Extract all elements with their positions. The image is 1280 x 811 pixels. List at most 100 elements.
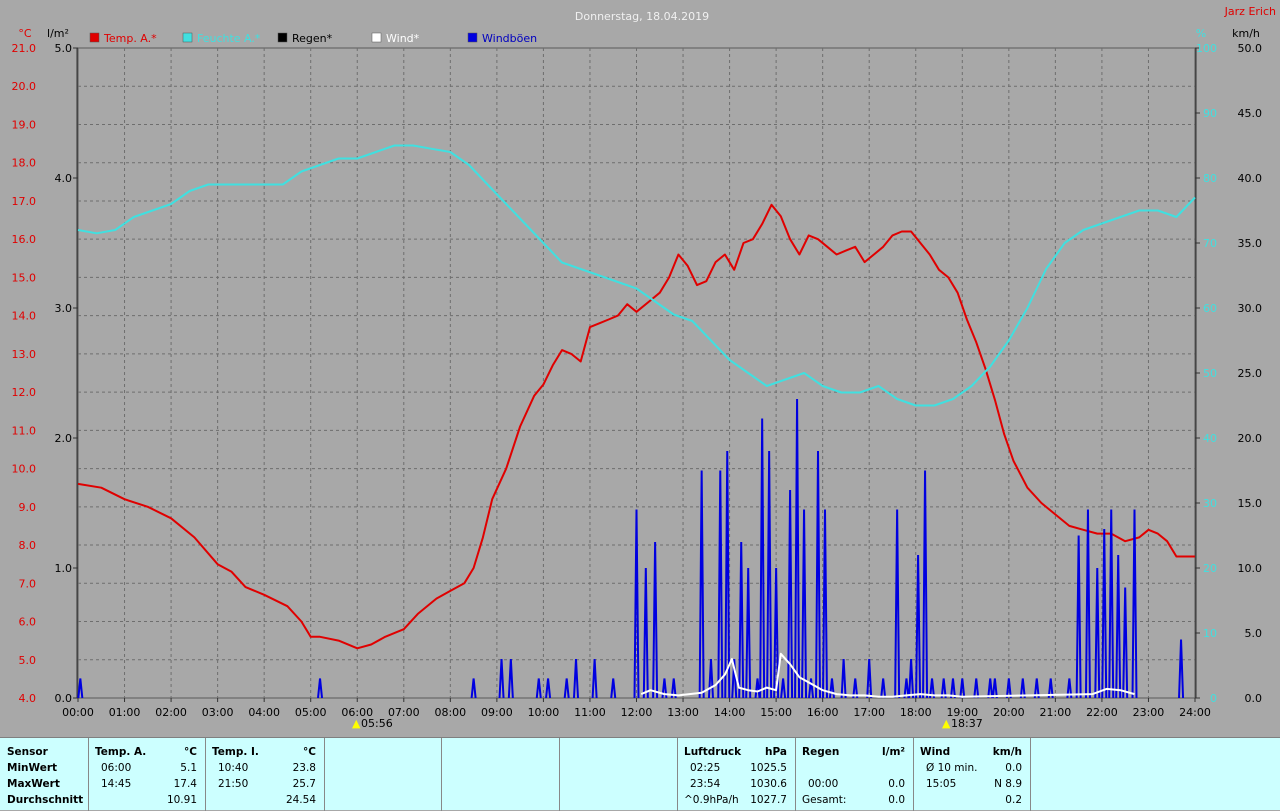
sunrise-marker: ▲ 05:56 <box>352 717 393 730</box>
wind-tick-label: 5.0 <box>1245 627 1263 640</box>
legend-label: Windböen <box>482 32 537 45</box>
pressure-max-time: 23:54 <box>690 776 720 792</box>
humidity-tick-label: 60 <box>1203 302 1217 315</box>
humidity-tick-label: 10 <box>1203 627 1217 640</box>
humidity-unit-label: % <box>1196 27 1206 40</box>
wind-tick-label: 15.0 <box>1238 497 1263 510</box>
temp-a-min-time: 06:00 <box>101 760 131 776</box>
legend-item: Windböen <box>468 32 537 45</box>
rain-tick-label: 4.0 <box>55 172 73 185</box>
temp-tick-label: 15.0 <box>12 271 37 284</box>
temp-a-avg-val: 10.91 <box>167 792 197 808</box>
wind-tick-label: 50.0 <box>1238 42 1263 55</box>
avg-row-label: Durchschnitt <box>7 792 83 808</box>
temp-tick-label: 11.0 <box>12 424 37 437</box>
legend-label: Temp. A.* <box>103 32 157 45</box>
pressure-trend-val: 1027.7 <box>750 792 787 808</box>
empty-col-2 <box>442 738 560 811</box>
legend-item: Temp. A.* <box>90 32 157 45</box>
wind-header: Wind <box>920 744 950 760</box>
wind-tick-label: 20.0 <box>1238 432 1263 445</box>
svg-text:▲: ▲ <box>352 717 361 730</box>
legend-swatch <box>183 33 192 42</box>
rain-total-val: 0.0 <box>888 792 905 808</box>
wind-max-val: N 8.9 <box>994 776 1022 792</box>
temp-tick-label: 14.0 <box>12 310 37 323</box>
legend-label: Regen* <box>292 32 333 45</box>
temp-tick-label: 21.0 <box>12 42 37 55</box>
temp-tick-label: 20.0 <box>12 80 37 93</box>
wind-min-val: 0.0 <box>1005 760 1022 776</box>
pressure-min-time: 02:25 <box>690 760 720 776</box>
rain-tick-label: 0.0 <box>55 692 73 705</box>
legend-label: Wind* <box>386 32 420 45</box>
humidity-tick-label: 20 <box>1203 562 1217 575</box>
svg-text:▲: ▲ <box>942 717 951 730</box>
x-tick-label: 11:00 <box>574 706 606 719</box>
humidity-tick-label: 30 <box>1203 497 1217 510</box>
temp-i-max-val: 25.7 <box>293 776 316 792</box>
max-row-label: MaxWert <box>7 776 60 792</box>
temp-a-min-val: 5.1 <box>180 760 197 776</box>
humidity-tick-label: 100 <box>1196 42 1217 55</box>
x-tick-label: 16:00 <box>807 706 839 719</box>
rain-max-val: 0.0 <box>888 776 905 792</box>
x-tick-label: 05:00 <box>295 706 327 719</box>
x-tick-label: 15:00 <box>760 706 792 719</box>
temp-tick-label: 6.0 <box>19 616 37 629</box>
wind-avg-val: 0.2 <box>1005 792 1022 808</box>
wind-tick-label: 25.0 <box>1238 367 1263 380</box>
temp-tick-label: 4.0 <box>19 692 37 705</box>
x-tick-label: 02:00 <box>155 706 187 719</box>
rain-tick-label: 5.0 <box>55 42 73 55</box>
wind-tick-label: 45.0 <box>1238 107 1263 120</box>
legend-swatch <box>468 33 477 42</box>
temp-i-col: Temp. I. °C 10:40 23.8 21:50 25.7 24.54 <box>206 738 325 811</box>
x-tick-label: 00:00 <box>62 706 94 719</box>
empty-col-3 <box>560 738 678 811</box>
temp-a-unit: °C <box>184 744 197 760</box>
sunset-marker: ▲ 18:37 <box>942 717 983 730</box>
legend-swatch <box>90 33 99 42</box>
pressure-header: Luftdruck <box>684 744 741 760</box>
temp-i-unit: °C <box>303 744 316 760</box>
wind-tick-label: 30.0 <box>1238 302 1263 315</box>
chart-title: Donnerstag, 18.04.2019 <box>575 10 709 23</box>
temp-tick-label: 17.0 <box>12 195 37 208</box>
temp-tick-label: 13.0 <box>12 348 37 361</box>
x-tick-label: 24:00 <box>1179 706 1211 719</box>
sunrise-time: 05:56 <box>361 717 393 730</box>
rain-col: Regen l/m² 00:00 0.0 Gesamt: 0.0 <box>796 738 914 811</box>
rain-tick-label: 3.0 <box>55 302 73 315</box>
sensor-col: Sensor MinWert MaxWert Durchschnitt <box>0 738 89 811</box>
temp-i-avg-val: 24.54 <box>286 792 316 808</box>
rain-max-time: 00:00 <box>808 776 838 792</box>
wind-tick-label: 10.0 <box>1238 562 1263 575</box>
temp-i-min-time: 10:40 <box>218 760 248 776</box>
temp-unit-label: °C <box>18 27 32 40</box>
x-tick-label: 08:00 <box>434 706 466 719</box>
x-tick-label: 13:00 <box>667 706 699 719</box>
pressure-unit: hPa <box>765 744 787 760</box>
temp-tick-label: 5.0 <box>19 654 37 667</box>
wind-unit: km/h <box>993 744 1022 760</box>
legend-item: Regen* <box>278 32 333 45</box>
x-tick-label: 21:00 <box>1040 706 1072 719</box>
pressure-col: Luftdruck hPa 02:25 1025.5 23:54 1030.6 … <box>678 738 796 811</box>
humidity-tick-label: 90 <box>1203 107 1217 120</box>
rain-tick-label: 1.0 <box>55 562 73 575</box>
temp-i-max-time: 21:50 <box>218 776 248 792</box>
pressure-max-val: 1030.6 <box>750 776 787 792</box>
legend-item: Feuchte A.* <box>183 32 261 45</box>
wind-max-time: 15:05 <box>926 776 956 792</box>
x-tick-label: 04:00 <box>248 706 280 719</box>
legend-swatch <box>278 33 287 42</box>
x-tick-label: 12:00 <box>621 706 653 719</box>
temp-i-min-val: 23.8 <box>293 760 316 776</box>
humidity-tick-label: 0 <box>1210 692 1217 705</box>
author-label: Jarz Erich <box>1224 5 1276 18</box>
wind-min-label: Ø 10 min. <box>926 760 977 776</box>
legend-swatch <box>372 33 381 42</box>
humidity-tick-label: 80 <box>1203 172 1217 185</box>
